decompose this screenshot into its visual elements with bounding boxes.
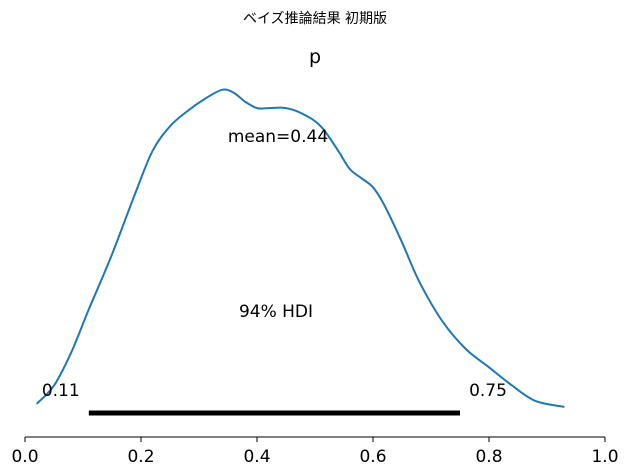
density-line xyxy=(35,88,565,408)
figure-suptitle: ベイズ推論結果 初期版 xyxy=(243,10,387,27)
x-tick-label: 0.0 xyxy=(11,447,38,467)
x-tick-label: 0.6 xyxy=(359,447,386,467)
mean-label: mean=0.44 xyxy=(228,127,328,147)
x-tick-label: 0.4 xyxy=(243,447,270,467)
hdi-low-label: 0.11 xyxy=(42,381,80,401)
x-axis-ticks: 0.0 0.2 0.4 0.6 0.8 1.0 xyxy=(11,437,619,467)
hdi-high-label: 0.75 xyxy=(469,381,507,401)
hdi-label: 94% HDI xyxy=(239,302,313,322)
x-tick-label: 0.2 xyxy=(127,447,154,467)
x-tick-label: 1.0 xyxy=(591,447,618,467)
plot-title: p xyxy=(309,46,321,68)
x-tick-label: 0.8 xyxy=(475,447,502,467)
